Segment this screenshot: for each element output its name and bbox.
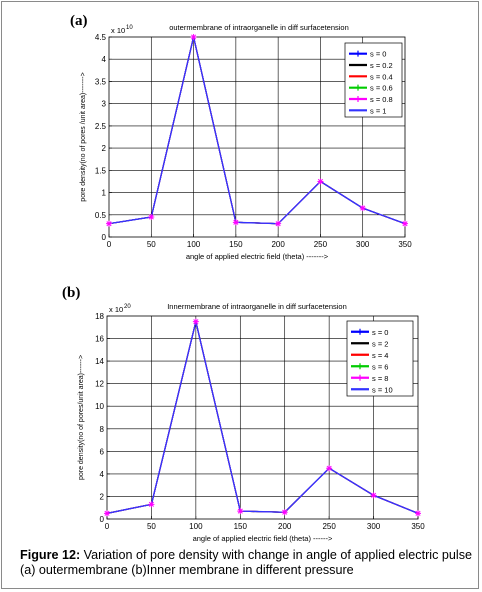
y-tick-label: 3 (102, 100, 107, 109)
y-tick-label: 3.5 (95, 77, 107, 86)
panel-a-letter: (a) (70, 13, 88, 29)
x-tick-label: 350 (398, 240, 412, 249)
x-tick-label: 100 (187, 240, 201, 249)
y-tick-label: 2.5 (95, 122, 107, 131)
legend-box (344, 42, 403, 118)
legend-box (346, 320, 414, 397)
chart-title: Innermembrane of intraorganelle in diff … (167, 302, 347, 311)
legend-label-3: s = 6 (372, 362, 388, 371)
y-multiplier: x 10 (109, 305, 123, 314)
x-tick-label: 0 (105, 522, 110, 531)
y-tick-label: 0 (100, 515, 105, 524)
x-tick-label: 250 (314, 240, 328, 249)
legend-marker-4 (355, 96, 361, 102)
legend-marker-4 (357, 374, 363, 381)
x-tick-label: 50 (147, 522, 156, 531)
y-tick-label: 4.5 (95, 33, 107, 42)
y-tick-label: 6 (100, 447, 105, 456)
y-exponent: 10 (126, 25, 133, 31)
x-axis-label: angle of applied electric field (theta) … (186, 252, 329, 261)
y-tick-label: 8 (100, 425, 105, 434)
data-point-marker-4 (237, 508, 244, 515)
legend-marker-3 (357, 363, 363, 370)
x-axis-label: angle of applied electric field (theta) … (193, 534, 333, 543)
y-tick-label: 0 (102, 233, 107, 242)
x-tick-label: 150 (234, 522, 248, 531)
data-point-marker-4 (106, 220, 112, 227)
legend-marker-0 (355, 50, 361, 57)
y-tick-label: 2 (102, 144, 107, 153)
data-point-marker-4 (402, 220, 408, 227)
legend-label-1: s = 0.2 (370, 61, 393, 70)
x-tick-label: 300 (367, 522, 381, 531)
y-axis-label: pore density(no of pores/unit area)-----… (78, 355, 85, 480)
data-point-marker-4 (232, 219, 239, 226)
legend-label-4: s = 8 (372, 374, 388, 383)
figure-caption: Figure 12: Variation of pore density wit… (20, 548, 476, 578)
data-point-marker-4 (281, 509, 288, 516)
series-line-5 (106, 321, 419, 514)
y-tick-label: 14 (95, 357, 104, 366)
x-tick-label: 0 (107, 240, 112, 249)
legend-marker-3 (355, 84, 361, 91)
y-axis-label: pore density(no of pores /unit area)----… (80, 72, 87, 201)
legend-label-1: s = 2 (372, 339, 388, 348)
y-tick-label: 18 (95, 312, 104, 321)
legend-label-2: s = 4 (372, 351, 388, 360)
y-multiplier: x 10 (111, 26, 125, 35)
caption-text: Variation of pore density with change in… (20, 548, 473, 577)
legend-label-5: s = 1 (370, 106, 386, 115)
caption-label: Figure 12: (20, 548, 81, 562)
y-tick-label: 0.5 (95, 211, 107, 220)
legend-label-4: s = 0.8 (370, 95, 393, 104)
data-point-marker-4 (148, 501, 155, 508)
panel-b-letter: (b) (62, 285, 81, 301)
legend-label-0: s = 0 (370, 50, 386, 59)
data-point-marker-4 (370, 492, 377, 499)
axes-box (108, 36, 406, 238)
x-tick-label: 200 (271, 240, 285, 249)
data-point-marker-4 (190, 34, 197, 40)
x-tick-label: 100 (189, 522, 203, 531)
y-exponent: 20 (124, 304, 131, 310)
x-tick-label: 350 (411, 522, 425, 531)
y-tick-label: 4 (100, 470, 105, 479)
legend-label-2: s = 0.4 (370, 72, 393, 81)
data-point-marker-4 (415, 510, 421, 517)
x-tick-label: 50 (147, 240, 156, 249)
y-tick-label: 12 (95, 380, 104, 389)
y-tick-label: 1 (102, 189, 107, 198)
series-line-5 (108, 36, 406, 225)
legend-marker-0 (357, 328, 363, 335)
legend-label-3: s = 0.6 (370, 84, 393, 93)
y-tick-label: 10 (95, 402, 104, 411)
data-point-marker-4 (104, 510, 110, 517)
legend-label-0: s = 0 (372, 328, 388, 337)
y-tick-label: 2 (100, 492, 105, 501)
axes-box (106, 315, 419, 520)
y-tick-label: 16 (95, 335, 104, 344)
y-tick-label: 4 (102, 55, 107, 64)
x-tick-label: 250 (322, 522, 336, 531)
chart-title: outermembrane of intraorganelle in diff … (169, 23, 349, 32)
x-tick-label: 300 (356, 240, 370, 249)
data-point-marker-4 (317, 178, 324, 185)
data-point-marker-4 (326, 465, 333, 472)
y-tick-label: 1.5 (95, 166, 107, 175)
data-point-marker-4 (275, 220, 282, 227)
legend-label-5: s = 10 (372, 385, 393, 394)
data-point-marker-4 (359, 205, 366, 212)
data-point-marker-4 (192, 318, 199, 325)
data-point-marker-4 (148, 214, 155, 220)
x-tick-label: 200 (278, 522, 292, 531)
x-tick-label: 150 (229, 240, 243, 249)
